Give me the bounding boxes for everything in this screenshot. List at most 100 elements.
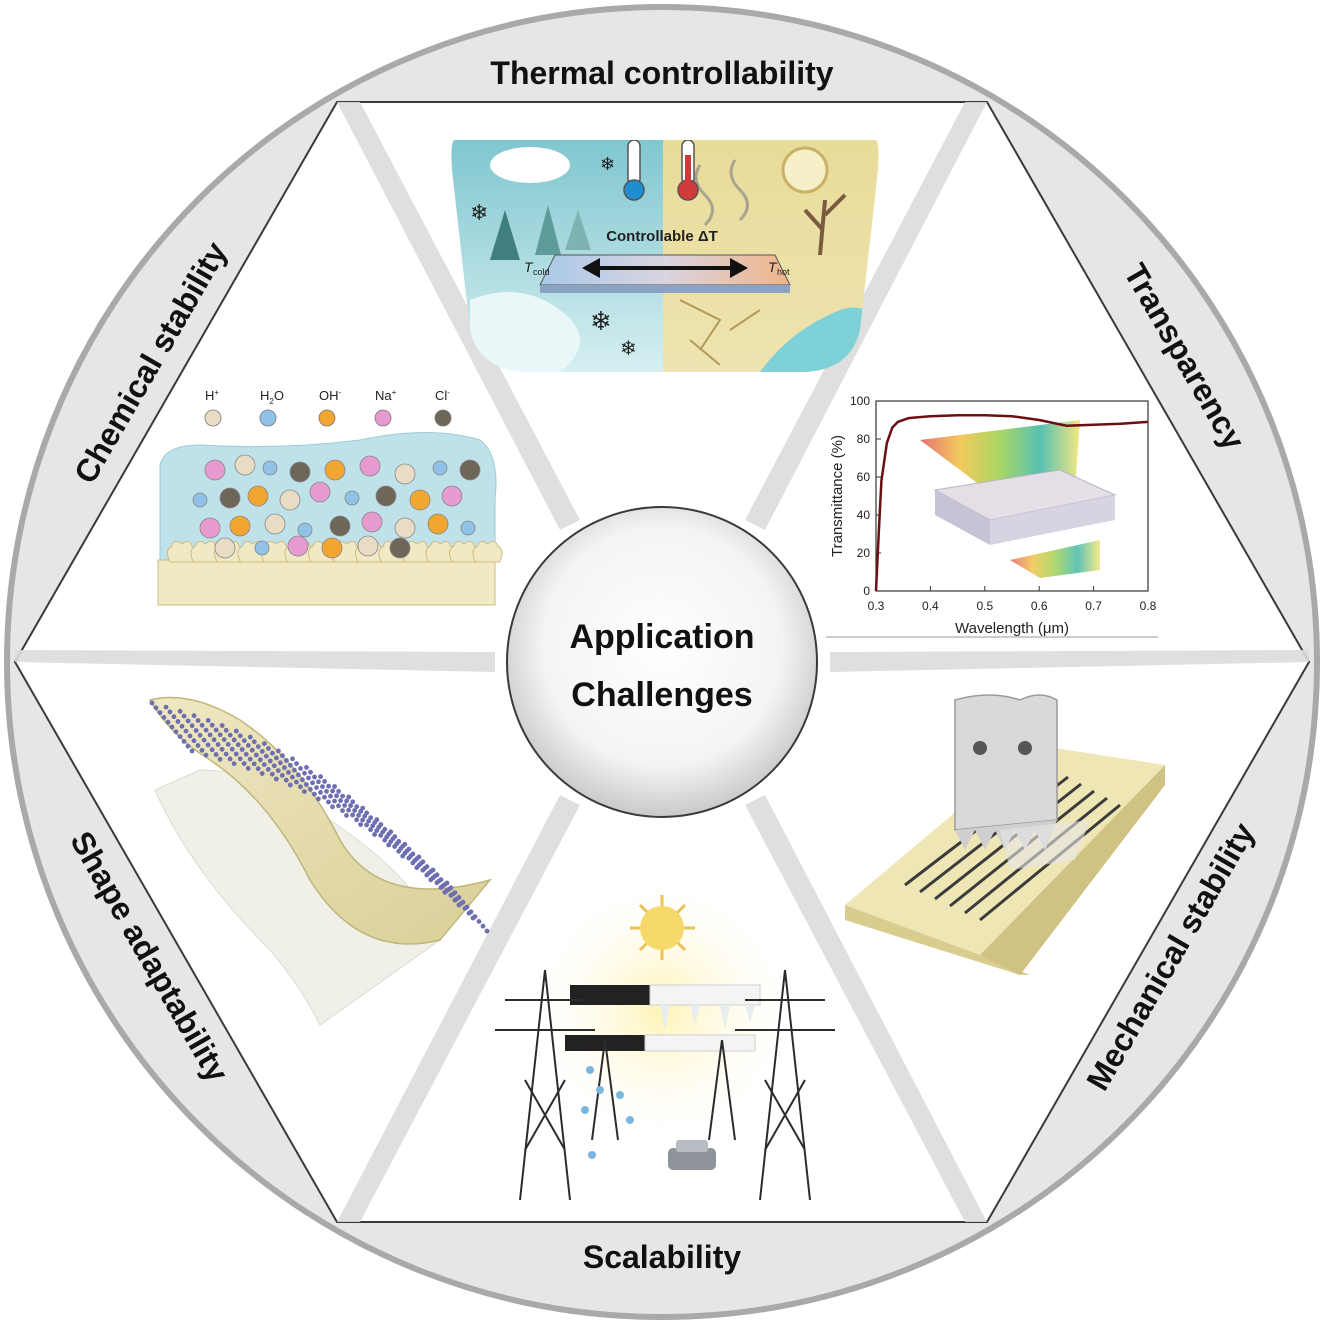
ion-particle	[427, 513, 449, 535]
x-tick-label: 0.6	[1031, 599, 1048, 613]
plot-frame	[875, 400, 1149, 592]
surface-dot	[165, 719, 171, 725]
surface-dot	[205, 742, 211, 748]
surface-dot	[259, 771, 265, 776]
ion-particle	[324, 459, 346, 481]
surface-dot	[302, 789, 307, 794]
center-title-line2: Challenges	[571, 676, 752, 714]
t-hot-subscript: hot	[777, 267, 790, 277]
center-circle	[506, 506, 818, 818]
surface-dot	[213, 727, 219, 733]
surface-dot	[161, 715, 167, 720]
surface-dot	[231, 761, 237, 767]
surface-dot	[314, 785, 319, 790]
surface-dot	[179, 723, 185, 729]
ion-particle	[459, 459, 481, 481]
surface-dot	[368, 827, 373, 833]
surface-dot	[466, 910, 472, 916]
surface-dot	[233, 728, 239, 734]
surface-dot	[149, 700, 155, 706]
surface-dot	[255, 744, 261, 749]
surface-dot	[346, 794, 352, 800]
surface-dot	[288, 762, 293, 768]
y-tick-label: 40	[857, 508, 871, 522]
surface-dot	[207, 732, 213, 738]
surface-dot	[484, 928, 490, 934]
surface-dot	[354, 804, 360, 809]
surface-dot	[340, 793, 345, 799]
svg-text:❄: ❄	[600, 154, 615, 174]
ion-particle	[234, 454, 256, 476]
surface-dot	[259, 749, 265, 754]
surface-dot	[302, 770, 307, 776]
surface-dot	[181, 713, 187, 719]
surface-dot	[308, 769, 313, 775]
surface-dot	[219, 723, 225, 728]
surface-dot	[452, 897, 458, 903]
surface-dot	[253, 752, 259, 758]
surface-dot	[320, 784, 325, 789]
surface-dot	[205, 718, 211, 723]
ion-particle	[357, 535, 379, 557]
surface-dot	[330, 788, 335, 794]
surface-dot	[270, 750, 275, 756]
surface-dot	[332, 784, 337, 789]
svg-text:❄: ❄	[470, 200, 488, 225]
surface-dot	[348, 803, 353, 809]
surface-dot	[235, 742, 241, 748]
ion-particle	[321, 537, 343, 559]
surface-dot	[290, 756, 295, 762]
species-legend-label: OH-	[319, 388, 342, 403]
surface-dot	[217, 756, 223, 762]
surface-dot	[247, 734, 253, 740]
ion-particle	[394, 463, 416, 485]
y-tick-label: 60	[857, 470, 871, 484]
surface-dot	[282, 765, 287, 770]
surface-dot	[318, 790, 323, 795]
surface-dot	[171, 714, 177, 720]
surface-dot	[243, 751, 249, 757]
surface-dot	[247, 756, 253, 762]
ion-particle	[361, 511, 383, 533]
surface-dot	[199, 747, 205, 753]
surface-dot	[370, 823, 376, 829]
ion-particle	[329, 515, 351, 537]
transmitted-light-beam	[1010, 540, 1100, 578]
surface-dot	[476, 919, 482, 924]
surface-dot	[219, 746, 225, 752]
surface-dot	[167, 709, 173, 715]
surface-dot	[306, 775, 311, 781]
surface-dot	[378, 833, 384, 838]
surface-dot	[231, 737, 237, 743]
ion-particle	[247, 485, 269, 507]
surface-dot	[362, 813, 368, 819]
species-legend-marker	[374, 409, 392, 427]
ion-particle	[289, 461, 311, 483]
surface-dot	[338, 798, 343, 803]
surface-dot	[223, 751, 229, 757]
y-axis-label: Transmittance (%)	[829, 435, 846, 557]
surface-dot	[340, 808, 345, 813]
species-legend-marker	[259, 409, 277, 427]
ion-particle	[192, 492, 208, 508]
surface-dot	[386, 842, 392, 848]
surface-dot	[410, 860, 416, 866]
surface-dot	[266, 746, 271, 751]
surface-dot	[273, 776, 279, 782]
surface-dot	[366, 818, 372, 824]
surface-dot	[191, 738, 197, 744]
surface-dot	[428, 877, 434, 883]
t-hot-label: T	[768, 259, 778, 275]
surface-dot	[312, 774, 317, 780]
ion-particle	[264, 513, 286, 535]
surface-dot	[350, 812, 355, 818]
y-tick-label: 100	[850, 394, 870, 408]
surface-dot	[173, 729, 179, 735]
surface-dot	[358, 822, 363, 827]
surface-dot	[330, 804, 335, 810]
surface-dot	[414, 865, 420, 871]
surface-dot	[310, 780, 315, 786]
label-thermal-controllability: Thermal controllability	[490, 55, 833, 91]
y-tick-label: 20	[857, 546, 871, 560]
surface-dot	[298, 766, 303, 771]
